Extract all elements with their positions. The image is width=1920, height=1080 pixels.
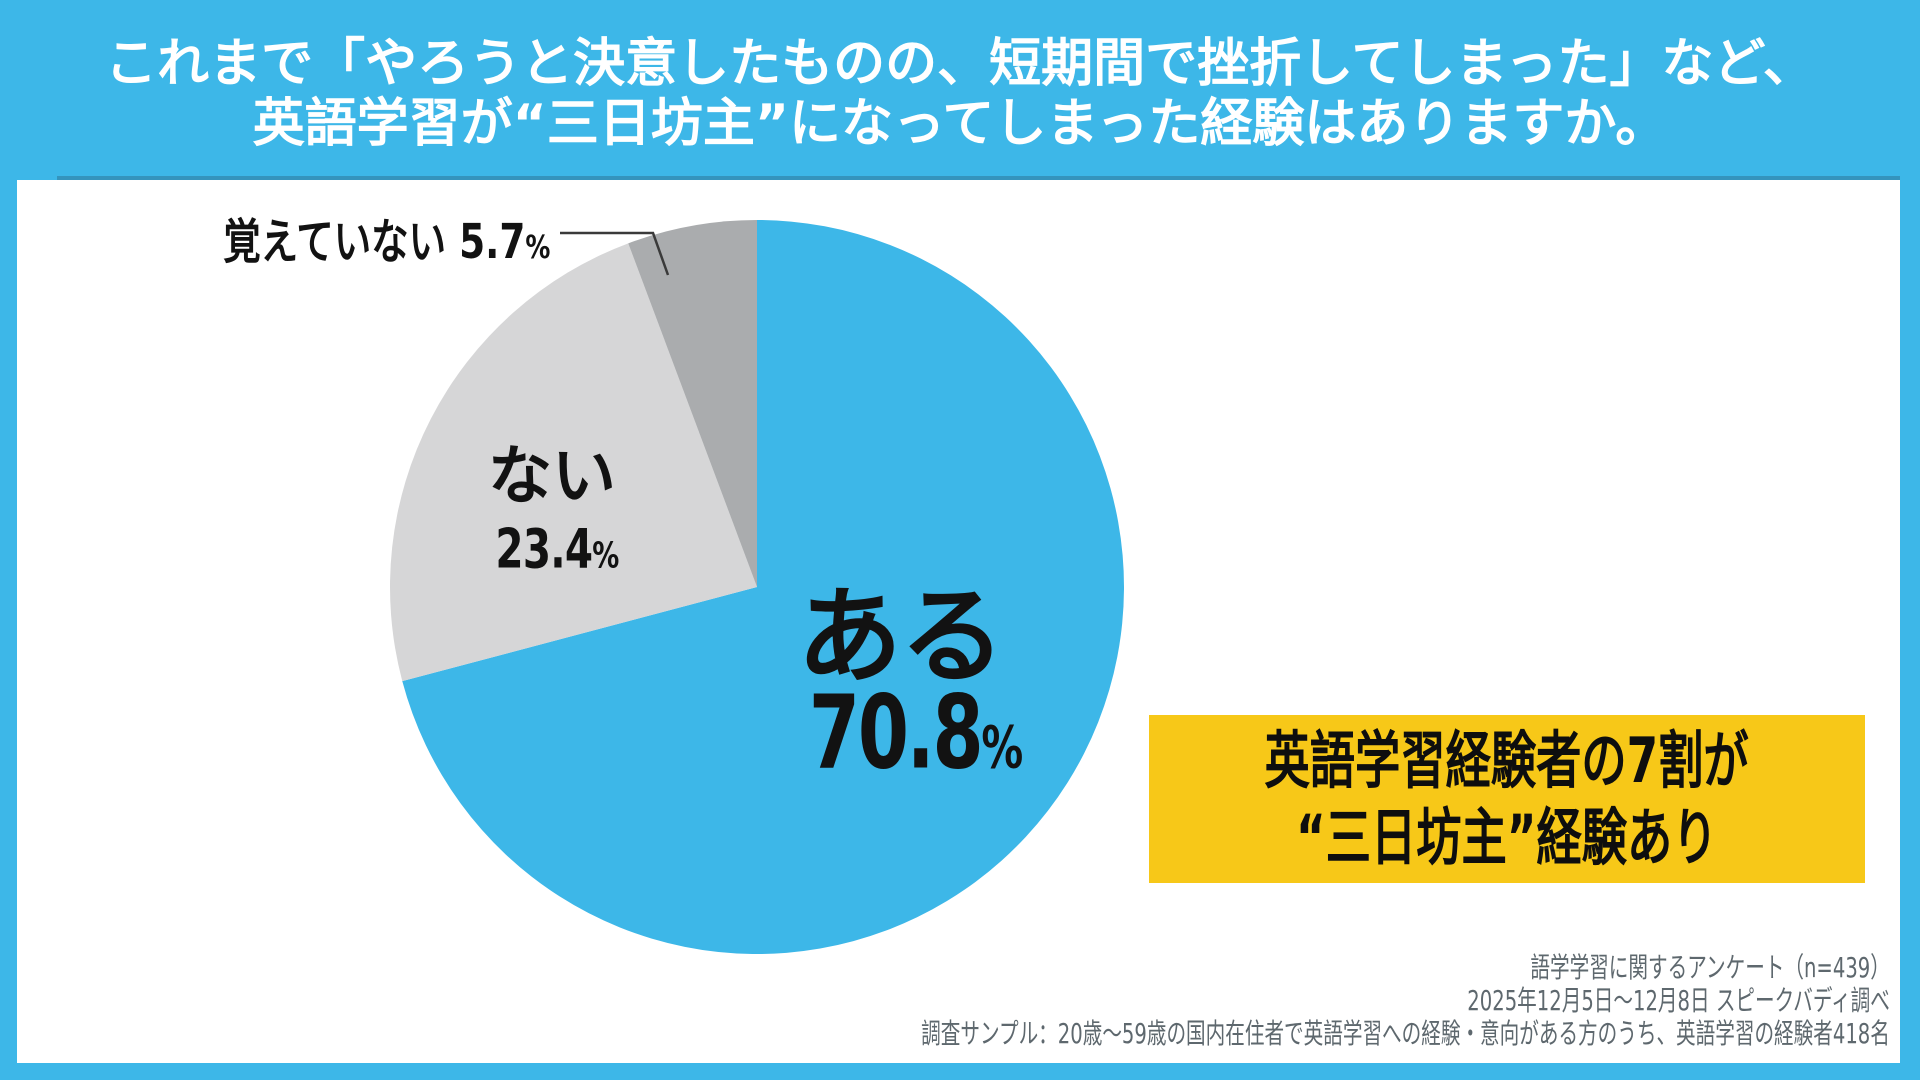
pie-value-yes: 70.8% xyxy=(808,673,1023,793)
pie-slice-2 xyxy=(390,243,757,682)
pie-value-dont-remember-number: 5.7 xyxy=(458,214,525,270)
pie-label-yes: ある xyxy=(796,552,1005,704)
survey-question-line2: 英語学習が“三日坊主”になってしまった経験はありますか。 xyxy=(252,94,1668,154)
pie-label-dont-remember-text: 覚えていない xyxy=(222,214,446,270)
source-line2: 2025年12月5日〜12月8日 スピークバディ調べ xyxy=(1467,984,1890,1017)
pie-value-yes-percent-sign: % xyxy=(981,713,1023,782)
pie-slice-3 xyxy=(628,220,757,587)
source-note: 語学学習に関するアンケート（n=439） 2025年12月5日〜12月8日 スピ… xyxy=(506,951,1890,1050)
pie-slice-1 xyxy=(402,220,1124,954)
pie-label-no: ない xyxy=(488,425,616,517)
pie-value-no: 23.4% xyxy=(495,517,619,581)
source-line3: 調査サンプル：20歳〜59歳の国内在住者で英語学習への経験・意向がある方のうち、… xyxy=(921,1017,1890,1050)
pie-label-yes-text: ある xyxy=(796,576,1005,698)
survey-question-line1: これまで「やろうと決意したものの、短期間で挫折してしまった」など、 xyxy=(105,34,1815,94)
leader-line xyxy=(560,231,670,276)
highlight-box: 英語学習経験者の7割が “三日坊主”経験あり xyxy=(1149,715,1865,883)
chart-panel: ある 70.8% ない 23.4% 覚えていない 5.7% 英語学習経験者の7割… xyxy=(17,176,1900,1063)
pie-value-dont-remember-percent-sign: % xyxy=(524,228,550,266)
pie-value-yes-number: 70.8 xyxy=(808,673,984,793)
survey-question-header: これまで「やろうと決意したものの、短期間で挫折してしまった」など、 英語学習が“… xyxy=(0,34,1920,154)
highlight-line1: 英語学習経験者の7割が xyxy=(1264,724,1750,797)
source-line1: 語学学習に関するアンケート（n=439） xyxy=(1530,951,1890,984)
pie-label-dont-remember: 覚えていない 5.7% xyxy=(223,214,550,275)
pie-chart xyxy=(390,220,1124,954)
pie-value-no-percent-sign: % xyxy=(592,535,619,577)
highlight-line2: “三日坊主”経験あり xyxy=(1296,801,1718,874)
pie-label-no-text: ない xyxy=(488,440,616,514)
pie-value-no-number: 23.4 xyxy=(495,517,593,581)
